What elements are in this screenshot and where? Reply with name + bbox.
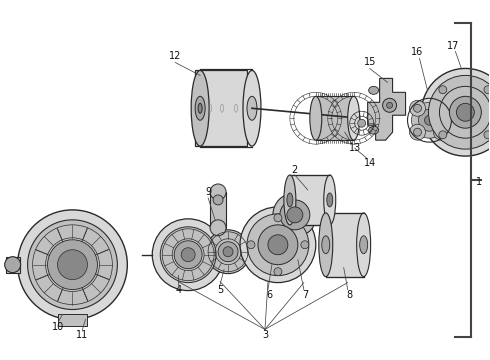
Circle shape xyxy=(280,200,310,230)
Bar xyxy=(195,71,247,146)
Circle shape xyxy=(210,220,226,236)
Text: 14: 14 xyxy=(364,158,376,168)
Circle shape xyxy=(274,214,282,222)
Ellipse shape xyxy=(327,193,333,207)
Ellipse shape xyxy=(319,213,333,276)
Ellipse shape xyxy=(287,193,293,207)
Circle shape xyxy=(213,195,223,205)
Polygon shape xyxy=(368,78,406,140)
Ellipse shape xyxy=(357,213,370,276)
Circle shape xyxy=(414,128,421,136)
Circle shape xyxy=(240,207,316,283)
Circle shape xyxy=(428,75,490,149)
Bar xyxy=(316,96,354,140)
Text: 13: 13 xyxy=(348,143,361,153)
Circle shape xyxy=(18,210,127,319)
Circle shape xyxy=(484,131,490,139)
Circle shape xyxy=(456,103,474,121)
Circle shape xyxy=(383,98,396,112)
Circle shape xyxy=(439,86,447,94)
Circle shape xyxy=(301,241,309,249)
Circle shape xyxy=(440,86,490,138)
Circle shape xyxy=(438,104,445,112)
Circle shape xyxy=(418,109,441,131)
Text: 3: 3 xyxy=(262,330,268,341)
Circle shape xyxy=(57,250,87,280)
Ellipse shape xyxy=(247,96,257,120)
Text: 11: 11 xyxy=(76,330,89,341)
Circle shape xyxy=(223,247,233,257)
Circle shape xyxy=(268,235,288,255)
Bar xyxy=(290,175,330,225)
Circle shape xyxy=(358,119,366,127)
Circle shape xyxy=(181,248,195,262)
Ellipse shape xyxy=(360,236,368,254)
Circle shape xyxy=(274,268,282,276)
Circle shape xyxy=(410,124,425,140)
Circle shape xyxy=(439,131,447,139)
Text: 2: 2 xyxy=(292,165,298,175)
Circle shape xyxy=(5,257,21,273)
Text: 12: 12 xyxy=(169,51,181,62)
Text: 9: 9 xyxy=(205,187,211,197)
Text: 15: 15 xyxy=(364,58,376,67)
Text: 6: 6 xyxy=(267,289,273,300)
Circle shape xyxy=(421,68,490,156)
Text: 7: 7 xyxy=(302,289,308,300)
Circle shape xyxy=(484,86,490,94)
Ellipse shape xyxy=(284,175,296,225)
Text: 5: 5 xyxy=(217,284,223,294)
Ellipse shape xyxy=(310,96,322,140)
Circle shape xyxy=(434,100,449,116)
Text: 16: 16 xyxy=(412,48,424,58)
Circle shape xyxy=(152,219,224,291)
Circle shape xyxy=(27,220,118,310)
Ellipse shape xyxy=(198,103,202,113)
Circle shape xyxy=(48,240,98,289)
Circle shape xyxy=(206,230,250,274)
Circle shape xyxy=(387,102,392,108)
Circle shape xyxy=(410,100,425,116)
Bar xyxy=(6,257,20,273)
Bar xyxy=(57,315,87,327)
Circle shape xyxy=(160,227,216,283)
Circle shape xyxy=(258,225,298,265)
Text: 4: 4 xyxy=(175,284,181,294)
Circle shape xyxy=(414,104,421,112)
Circle shape xyxy=(273,193,317,237)
Ellipse shape xyxy=(368,126,379,134)
Circle shape xyxy=(287,207,303,223)
Circle shape xyxy=(247,214,309,276)
Circle shape xyxy=(449,96,481,128)
Bar xyxy=(326,213,364,276)
Text: 17: 17 xyxy=(447,41,460,50)
Circle shape xyxy=(247,241,255,249)
Ellipse shape xyxy=(243,71,261,146)
Ellipse shape xyxy=(348,96,360,140)
Circle shape xyxy=(174,241,202,269)
Circle shape xyxy=(210,184,226,200)
Text: 8: 8 xyxy=(346,289,353,300)
Circle shape xyxy=(412,102,447,138)
Ellipse shape xyxy=(191,71,209,146)
Circle shape xyxy=(424,115,435,125)
Text: 1: 1 xyxy=(476,177,482,187)
Ellipse shape xyxy=(368,86,379,94)
Text: 10: 10 xyxy=(52,323,65,332)
Circle shape xyxy=(434,124,449,140)
Circle shape xyxy=(218,242,238,262)
Ellipse shape xyxy=(324,175,336,225)
Ellipse shape xyxy=(322,236,330,254)
Bar xyxy=(210,192,226,228)
Circle shape xyxy=(438,128,445,136)
Ellipse shape xyxy=(195,96,205,120)
